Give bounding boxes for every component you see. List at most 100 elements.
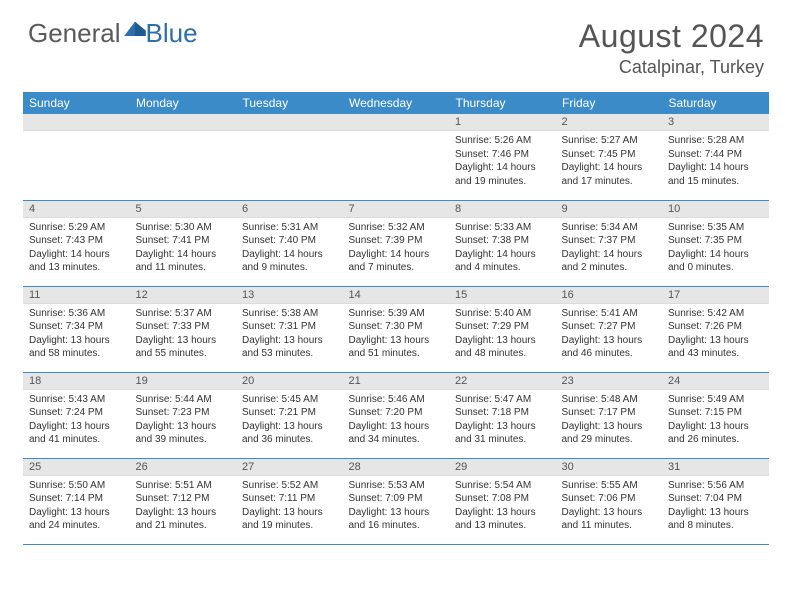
sunset-line: Sunset: 7:09 PM	[349, 492, 444, 506]
sunrise-line: Sunrise: 5:56 AM	[668, 479, 763, 493]
daylight-line: Daylight: 13 hours and 26 minutes.	[668, 420, 763, 447]
daylight-line: Daylight: 14 hours and 17 minutes.	[562, 161, 657, 188]
calendar-cell: 5Sunrise: 5:30 AMSunset: 7:41 PMDaylight…	[130, 200, 237, 286]
day-details: Sunrise: 5:52 AMSunset: 7:11 PMDaylight:…	[236, 476, 343, 537]
daylight-line: Daylight: 13 hours and 43 minutes.	[668, 334, 763, 361]
daylight-line: Daylight: 13 hours and 21 minutes.	[136, 506, 231, 533]
sunrise-line: Sunrise: 5:45 AM	[242, 393, 337, 407]
day-details: Sunrise: 5:43 AMSunset: 7:24 PMDaylight:…	[23, 390, 130, 451]
day-number-bar: 13	[236, 287, 343, 304]
day-details: Sunrise: 5:45 AMSunset: 7:21 PMDaylight:…	[236, 390, 343, 451]
title-block: August 2024 Catalpinar, Turkey	[579, 18, 764, 78]
sunrise-line: Sunrise: 5:38 AM	[242, 307, 337, 321]
calendar-body: 1Sunrise: 5:26 AMSunset: 7:46 PMDaylight…	[23, 114, 769, 544]
sunset-line: Sunset: 7:04 PM	[668, 492, 763, 506]
day-number-bar: 1	[449, 114, 556, 131]
day-number-bar: 23	[556, 373, 663, 390]
day-details: Sunrise: 5:49 AMSunset: 7:15 PMDaylight:…	[662, 390, 769, 451]
daylight-line: Daylight: 14 hours and 15 minutes.	[668, 161, 763, 188]
day-details: Sunrise: 5:30 AMSunset: 7:41 PMDaylight:…	[130, 218, 237, 279]
calendar-cell	[236, 114, 343, 200]
day-number-bar: 29	[449, 459, 556, 476]
daylight-line: Daylight: 13 hours and 24 minutes.	[29, 506, 124, 533]
sunset-line: Sunset: 7:21 PM	[242, 406, 337, 420]
day-details: Sunrise: 5:50 AMSunset: 7:14 PMDaylight:…	[23, 476, 130, 537]
calendar-cell: 12Sunrise: 5:37 AMSunset: 7:33 PMDayligh…	[130, 286, 237, 372]
sunset-line: Sunset: 7:37 PM	[562, 234, 657, 248]
calendar-cell: 6Sunrise: 5:31 AMSunset: 7:40 PMDaylight…	[236, 200, 343, 286]
day-details: Sunrise: 5:39 AMSunset: 7:30 PMDaylight:…	[343, 304, 450, 365]
calendar-cell: 4Sunrise: 5:29 AMSunset: 7:43 PMDaylight…	[23, 200, 130, 286]
calendar-cell: 9Sunrise: 5:34 AMSunset: 7:37 PMDaylight…	[556, 200, 663, 286]
day-number-bar	[343, 114, 450, 131]
day-details: Sunrise: 5:32 AMSunset: 7:39 PMDaylight:…	[343, 218, 450, 279]
day-number-bar: 11	[23, 287, 130, 304]
day-details: Sunrise: 5:27 AMSunset: 7:45 PMDaylight:…	[556, 131, 663, 192]
day-details: Sunrise: 5:35 AMSunset: 7:35 PMDaylight:…	[662, 218, 769, 279]
daylight-line: Daylight: 13 hours and 31 minutes.	[455, 420, 550, 447]
day-number-bar: 26	[130, 459, 237, 476]
sunset-line: Sunset: 7:27 PM	[562, 320, 657, 334]
daylight-line: Daylight: 13 hours and 11 minutes.	[562, 506, 657, 533]
day-details: Sunrise: 5:38 AMSunset: 7:31 PMDaylight:…	[236, 304, 343, 365]
sunrise-line: Sunrise: 5:54 AM	[455, 479, 550, 493]
sunrise-line: Sunrise: 5:30 AM	[136, 221, 231, 235]
daylight-line: Daylight: 13 hours and 16 minutes.	[349, 506, 444, 533]
sunrise-line: Sunrise: 5:32 AM	[349, 221, 444, 235]
sunrise-line: Sunrise: 5:40 AM	[455, 307, 550, 321]
calendar-week-row: 18Sunrise: 5:43 AMSunset: 7:24 PMDayligh…	[23, 372, 769, 458]
calendar-cell: 29Sunrise: 5:54 AMSunset: 7:08 PMDayligh…	[449, 458, 556, 544]
calendar-cell: 16Sunrise: 5:41 AMSunset: 7:27 PMDayligh…	[556, 286, 663, 372]
daylight-line: Daylight: 13 hours and 51 minutes.	[349, 334, 444, 361]
daylight-line: Daylight: 14 hours and 9 minutes.	[242, 248, 337, 275]
sunset-line: Sunset: 7:40 PM	[242, 234, 337, 248]
day-number-bar: 22	[449, 373, 556, 390]
sunrise-line: Sunrise: 5:52 AM	[242, 479, 337, 493]
daylight-line: Daylight: 14 hours and 19 minutes.	[455, 161, 550, 188]
sunrise-line: Sunrise: 5:31 AM	[242, 221, 337, 235]
calendar-cell: 24Sunrise: 5:49 AMSunset: 7:15 PMDayligh…	[662, 372, 769, 458]
day-number-bar	[236, 114, 343, 131]
sunset-line: Sunset: 7:39 PM	[349, 234, 444, 248]
day-number-bar: 5	[130, 201, 237, 218]
sunset-line: Sunset: 7:30 PM	[349, 320, 444, 334]
daylight-line: Daylight: 14 hours and 4 minutes.	[455, 248, 550, 275]
day-details: Sunrise: 5:53 AMSunset: 7:09 PMDaylight:…	[343, 476, 450, 537]
day-details: Sunrise: 5:51 AMSunset: 7:12 PMDaylight:…	[130, 476, 237, 537]
day-details: Sunrise: 5:31 AMSunset: 7:40 PMDaylight:…	[236, 218, 343, 279]
day-number-bar: 25	[23, 459, 130, 476]
sunrise-line: Sunrise: 5:28 AM	[668, 134, 763, 148]
month-title: August 2024	[579, 18, 764, 55]
calendar-cell: 2Sunrise: 5:27 AMSunset: 7:45 PMDaylight…	[556, 114, 663, 200]
sunrise-line: Sunrise: 5:39 AM	[349, 307, 444, 321]
day-of-week-header: Wednesday	[343, 92, 450, 114]
calendar-cell: 22Sunrise: 5:47 AMSunset: 7:18 PMDayligh…	[449, 372, 556, 458]
sunset-line: Sunset: 7:44 PM	[668, 148, 763, 162]
logo: General Blue	[28, 18, 198, 49]
calendar-cell: 15Sunrise: 5:40 AMSunset: 7:29 PMDayligh…	[449, 286, 556, 372]
calendar-cell: 23Sunrise: 5:48 AMSunset: 7:17 PMDayligh…	[556, 372, 663, 458]
day-details: Sunrise: 5:47 AMSunset: 7:18 PMDaylight:…	[449, 390, 556, 451]
daylight-line: Daylight: 14 hours and 7 minutes.	[349, 248, 444, 275]
calendar-cell: 18Sunrise: 5:43 AMSunset: 7:24 PMDayligh…	[23, 372, 130, 458]
sunset-line: Sunset: 7:06 PM	[562, 492, 657, 506]
sunrise-line: Sunrise: 5:55 AM	[562, 479, 657, 493]
day-number-bar: 9	[556, 201, 663, 218]
daylight-line: Daylight: 13 hours and 58 minutes.	[29, 334, 124, 361]
calendar-cell: 27Sunrise: 5:52 AMSunset: 7:11 PMDayligh…	[236, 458, 343, 544]
calendar-week-row: 4Sunrise: 5:29 AMSunset: 7:43 PMDaylight…	[23, 200, 769, 286]
sunrise-line: Sunrise: 5:37 AM	[136, 307, 231, 321]
sunrise-line: Sunrise: 5:36 AM	[29, 307, 124, 321]
day-details: Sunrise: 5:46 AMSunset: 7:20 PMDaylight:…	[343, 390, 450, 451]
day-details: Sunrise: 5:40 AMSunset: 7:29 PMDaylight:…	[449, 304, 556, 365]
day-number-bar: 8	[449, 201, 556, 218]
day-number-bar: 30	[556, 459, 663, 476]
day-number-bar: 6	[236, 201, 343, 218]
daylight-line: Daylight: 14 hours and 13 minutes.	[29, 248, 124, 275]
sunset-line: Sunset: 7:41 PM	[136, 234, 231, 248]
day-number-bar: 16	[556, 287, 663, 304]
sunset-line: Sunset: 7:14 PM	[29, 492, 124, 506]
calendar-cell	[343, 114, 450, 200]
calendar-cell: 11Sunrise: 5:36 AMSunset: 7:34 PMDayligh…	[23, 286, 130, 372]
sunset-line: Sunset: 7:15 PM	[668, 406, 763, 420]
